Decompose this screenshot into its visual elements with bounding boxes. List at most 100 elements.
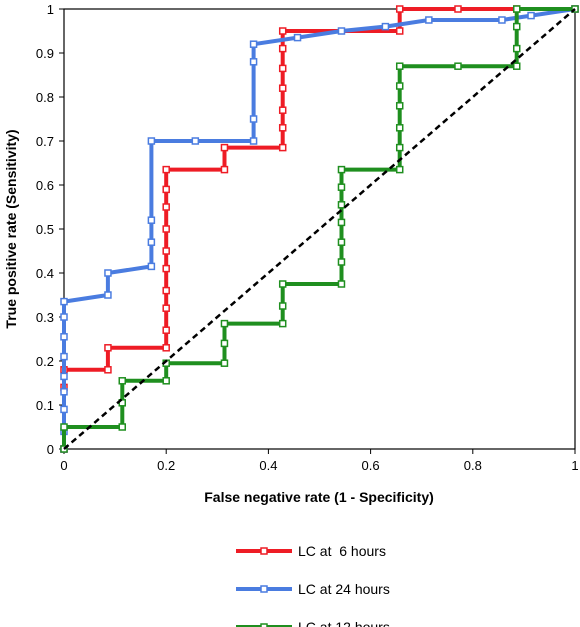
y-tick-label: 0.7 [36, 134, 54, 149]
data-point [60, 388, 68, 396]
data-point [162, 286, 170, 295]
data-point [60, 405, 68, 414]
data-point [278, 124, 287, 132]
data-point [337, 258, 346, 266]
reference-diagonal [63, 8, 576, 450]
data-point [512, 44, 521, 53]
data-point [512, 22, 521, 31]
data-point [147, 262, 156, 271]
y-tick-label: 0.2 [36, 354, 54, 369]
data-point [118, 377, 127, 385]
x-tick-label: 0 [60, 458, 67, 473]
y-tick-label: 0.1 [36, 398, 54, 413]
data-point [162, 185, 170, 194]
y-tick-label: 0.3 [36, 310, 54, 325]
data-point [278, 319, 287, 328]
data-point [60, 333, 68, 341]
y-tick-label: 0 [47, 442, 54, 457]
data-point [249, 137, 258, 145]
data-point [337, 218, 346, 227]
legend-marker [260, 547, 268, 555]
data-point [60, 297, 68, 306]
x-axis-ticks: 0 0.2 0.4 0.6 0.8 1 [60, 449, 579, 473]
data-point [395, 102, 404, 110]
data-point [395, 62, 404, 70]
data-point [162, 203, 170, 211]
data-point [512, 5, 521, 13]
data-point [395, 5, 404, 13]
data-point [278, 84, 287, 92]
data-point [60, 352, 68, 361]
data-point [104, 291, 112, 299]
data-point [278, 44, 287, 53]
series-layer [60, 5, 579, 453]
data-point [147, 238, 156, 246]
legend-item: LC at 24 hours [236, 581, 390, 597]
data-point [104, 269, 112, 277]
data-point [395, 165, 404, 174]
data-point [278, 27, 287, 35]
y-tick-label: 0.5 [36, 222, 54, 237]
data-point [220, 319, 229, 328]
data-point [191, 137, 200, 145]
x-tick-label: 0.2 [157, 458, 175, 473]
data-point [337, 238, 346, 246]
data-point [220, 339, 229, 348]
data-point [60, 423, 68, 431]
data-point [395, 124, 404, 132]
data-point [278, 106, 287, 114]
data-point [337, 27, 346, 35]
data-point [278, 143, 287, 152]
data-point [498, 16, 506, 24]
data-point [278, 64, 287, 73]
x-tick-label: 0.6 [362, 458, 380, 473]
data-point [220, 359, 229, 367]
legend-label: LC at 12 hours [298, 619, 390, 627]
y-tick-label: 0.9 [36, 46, 54, 61]
data-point [512, 62, 521, 70]
data-point [278, 280, 287, 288]
data-point [381, 22, 390, 31]
data-point [162, 344, 170, 352]
data-point [337, 183, 346, 191]
data-point [454, 5, 462, 13]
data-point [147, 137, 156, 145]
data-point [162, 377, 170, 385]
y-tick-label: 0.8 [36, 90, 54, 105]
y-tick-label: 1 [47, 2, 54, 17]
y-tick-label: 0.6 [36, 178, 54, 193]
legend: LC at 6 hours LC at 24 hours LC at 12 hour… [236, 543, 390, 627]
y-tick-label: 0.4 [36, 266, 54, 281]
data-point [395, 82, 404, 90]
data-point [220, 165, 229, 174]
legend-marker [260, 623, 268, 627]
legend-marker [260, 585, 268, 593]
data-point [337, 165, 346, 174]
x-tick-label: 0.4 [259, 458, 277, 473]
x-axis-title: False negative rate (1 - Specificity) [204, 489, 434, 505]
legend-label: LC at 24 hours [298, 581, 390, 597]
data-point [104, 344, 112, 352]
data-point [337, 280, 346, 288]
data-point [395, 27, 404, 35]
data-point [118, 423, 127, 431]
legend-item: LC at 12 hours [236, 619, 390, 627]
data-point [162, 165, 170, 174]
data-point [337, 201, 346, 209]
data-point [220, 143, 229, 152]
x-tick-label: 0.8 [464, 458, 482, 473]
legend-label: LC at 6 hours [298, 543, 386, 559]
data-point [60, 372, 68, 381]
data-point [162, 264, 170, 273]
data-point [293, 33, 302, 42]
data-point [249, 58, 258, 66]
data-point [249, 115, 258, 123]
data-point [60, 313, 68, 321]
data-point [104, 366, 112, 374]
data-point [395, 143, 404, 152]
y-axis-ticks: 0 0.1 0.2 0.3 0.4 0.5 0.6 0.7 0.8 0.9 1 [36, 2, 64, 457]
data-point [162, 225, 170, 233]
x-tick-label: 1 [571, 458, 578, 473]
data-point [278, 302, 287, 310]
data-point [162, 247, 170, 255]
